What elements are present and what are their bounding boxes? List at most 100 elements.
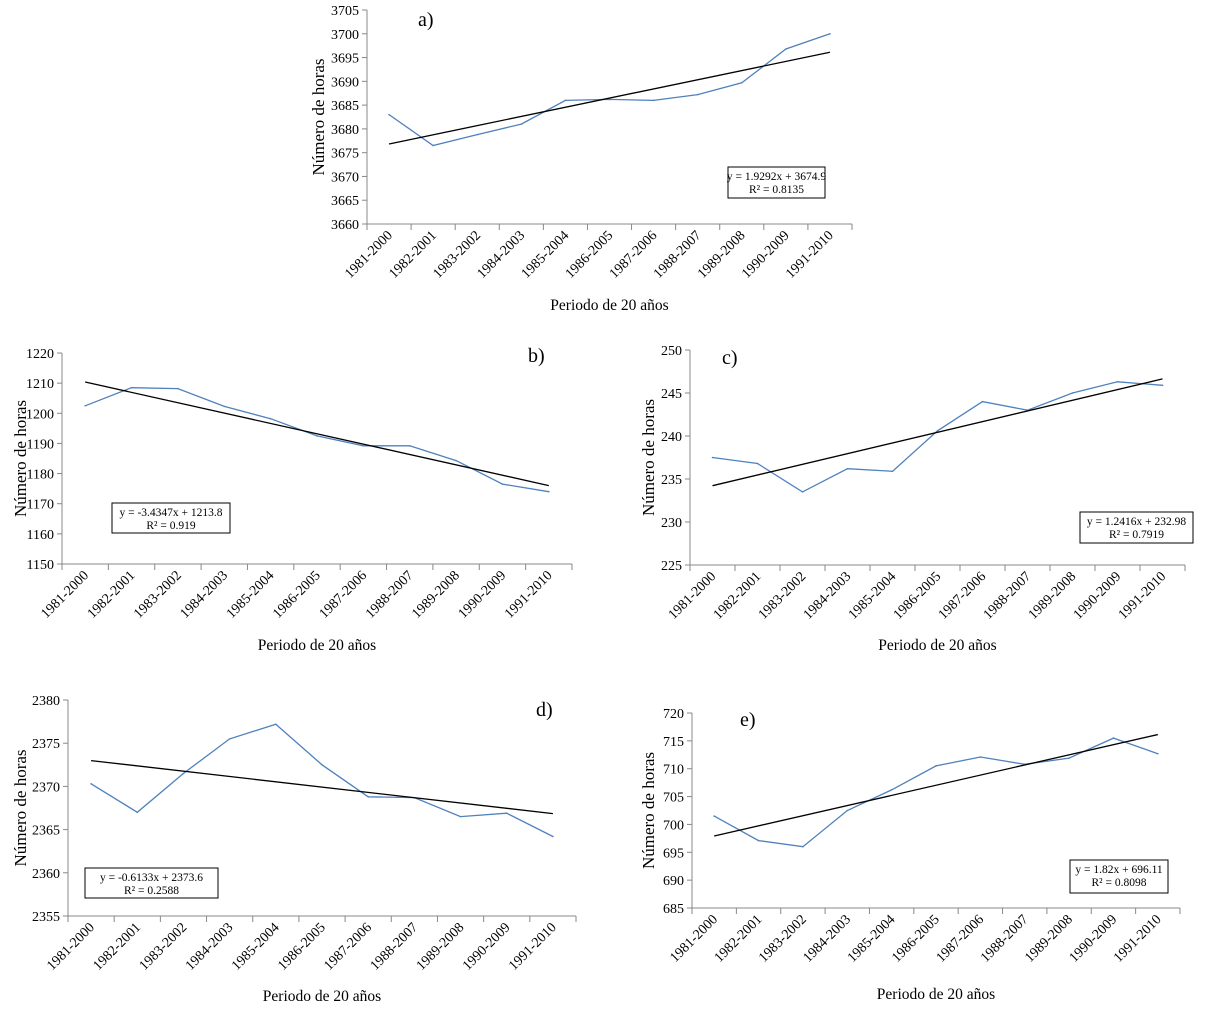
x-tick-label: 1989-2008 bbox=[1022, 912, 1076, 966]
data-point bbox=[785, 48, 787, 50]
y-tick-label: 3675 bbox=[331, 147, 359, 162]
data-point bbox=[505, 812, 508, 814]
data-point bbox=[756, 462, 759, 465]
data-point bbox=[981, 400, 984, 403]
x-tick-label: 1988-2007 bbox=[368, 920, 422, 974]
trendline bbox=[388, 51, 831, 145]
panel-label: d) bbox=[536, 699, 553, 721]
x-tick-label: 1982-2001 bbox=[712, 912, 766, 966]
y-tick-label: 2355 bbox=[32, 910, 60, 925]
y-tick-label: 230 bbox=[661, 516, 682, 531]
x-tick-label: 1990-2009 bbox=[460, 920, 514, 974]
chart-panel-b: 1150 1160 1170 1180 1190 1200 1210 1220 1981-200… bbox=[11, 345, 573, 654]
x-tick-label: 1986-2005 bbox=[275, 920, 329, 974]
y-tick-label: 1220 bbox=[26, 347, 54, 362]
y-tick-label: 705 bbox=[663, 791, 684, 806]
data-series-line bbox=[713, 737, 1159, 848]
x-tick-label: 1989-2008 bbox=[409, 568, 463, 622]
data-point bbox=[388, 113, 390, 116]
x-tick-label: 1982-2001 bbox=[711, 569, 765, 623]
y-tick-label: 2365 bbox=[32, 824, 60, 839]
data-point bbox=[564, 99, 567, 102]
r-squared: R² = 0.7919 bbox=[1109, 529, 1164, 541]
equation-box bbox=[727, 166, 826, 199]
y-tick-label: 1210 bbox=[26, 377, 54, 392]
data-point bbox=[408, 445, 411, 447]
data-point bbox=[802, 845, 804, 848]
data-point bbox=[130, 386, 133, 389]
x-axis-title: Periodo de 20 años bbox=[263, 988, 381, 1005]
x-tick-label: 1984-2003 bbox=[178, 568, 232, 622]
chart-panel-d: 2355 2360 2365 2370 2375 2380 1981-20001982-20… bbox=[11, 694, 577, 1005]
chart-panel-a: 3660 3665 3670 3675 3680 3685 3690 3695 3700 3705… bbox=[309, 4, 853, 314]
y-tick-label: 720 bbox=[663, 707, 684, 722]
trendline bbox=[714, 733, 1158, 837]
y-tick-label: 235 bbox=[661, 473, 682, 488]
data-point bbox=[455, 459, 457, 462]
trendline bbox=[85, 381, 549, 487]
y-tick-label: 2380 bbox=[32, 694, 60, 709]
data-point bbox=[713, 815, 715, 817]
x-axis-title: Periodo de 20 años bbox=[258, 637, 376, 654]
x-tick-label: 1985-2004 bbox=[224, 568, 278, 622]
y-tick-label: 3685 bbox=[331, 99, 359, 114]
x-tick-label: 1990-2009 bbox=[456, 568, 510, 622]
y-axis-title: Número de horas bbox=[11, 400, 30, 517]
data-point bbox=[476, 133, 479, 136]
x-tick-label: 1988-2007 bbox=[981, 569, 1035, 623]
x-tick-label: 1982-2001 bbox=[85, 568, 139, 622]
y-tick-label: 1200 bbox=[26, 407, 54, 422]
x-tick-label: 1987-2006 bbox=[317, 568, 371, 622]
x-tick-label: 1990-2009 bbox=[1067, 912, 1121, 966]
y-tick-label: 2375 bbox=[32, 737, 60, 752]
data-point bbox=[608, 98, 611, 101]
y-tick-label: 1160 bbox=[27, 528, 54, 543]
y-tick-label: 690 bbox=[663, 874, 684, 889]
y-tick-label: 3700 bbox=[331, 28, 359, 43]
data-point bbox=[1157, 752, 1159, 755]
data-point bbox=[696, 93, 699, 96]
trendline-equation: y = 1.2416x + 232.98 bbox=[1087, 516, 1186, 528]
y-tick-label: 3705 bbox=[331, 4, 359, 19]
x-tick-label: 1984-2003 bbox=[801, 569, 855, 623]
data-point bbox=[1071, 392, 1074, 394]
x-tick-label: 1987-2006 bbox=[322, 920, 376, 974]
y-tick-label: 1180 bbox=[27, 468, 54, 483]
equation-box bbox=[84, 867, 219, 899]
x-tick-label: 1988-2007 bbox=[363, 568, 417, 622]
data-series-line bbox=[84, 387, 549, 493]
panel-label: c) bbox=[722, 347, 738, 369]
x-tick-label: 1989-2008 bbox=[1026, 569, 1080, 623]
y-tick-label: 1190 bbox=[27, 437, 54, 452]
data-point bbox=[321, 764, 323, 766]
x-tick-label: 1990-2009 bbox=[1071, 569, 1125, 623]
y-tick-label: 3680 bbox=[331, 123, 359, 138]
data-point bbox=[979, 756, 982, 758]
data-point bbox=[846, 809, 849, 812]
trendline-equation: y = -3.4347x + 1213.8 bbox=[119, 507, 222, 519]
x-tick-label: 1983-2002 bbox=[137, 920, 191, 974]
x-tick-label: 1991-2010 bbox=[1116, 569, 1170, 623]
x-tick-label: 1985-2004 bbox=[845, 912, 899, 966]
panel-label: e) bbox=[740, 709, 756, 731]
data-point bbox=[90, 783, 92, 785]
x-tick-label: 1991-2010 bbox=[502, 568, 556, 622]
x-tick-label: 1983-2002 bbox=[131, 568, 185, 622]
y-tick-label: 715 bbox=[663, 735, 684, 750]
data-point bbox=[275, 723, 277, 725]
x-tick-label: 1981-2000 bbox=[39, 568, 93, 622]
data-series-line bbox=[712, 381, 1163, 493]
x-tick-label: 1984-2003 bbox=[801, 912, 855, 966]
data-point bbox=[1116, 381, 1119, 383]
trendline-equation: y = 1.9292x + 3674.9 bbox=[727, 171, 826, 183]
y-axis-title: Número de horas bbox=[639, 399, 658, 516]
y-tick-label: 3690 bbox=[331, 75, 359, 90]
y-tick-label: 225 bbox=[661, 559, 682, 574]
data-point bbox=[829, 32, 831, 35]
data-point bbox=[182, 772, 185, 775]
y-axis-title: Número de horas bbox=[639, 752, 658, 869]
y-axis-title: Número de horas bbox=[309, 58, 328, 175]
data-point bbox=[501, 483, 504, 485]
x-tick-label: 1984-2003 bbox=[183, 920, 237, 974]
